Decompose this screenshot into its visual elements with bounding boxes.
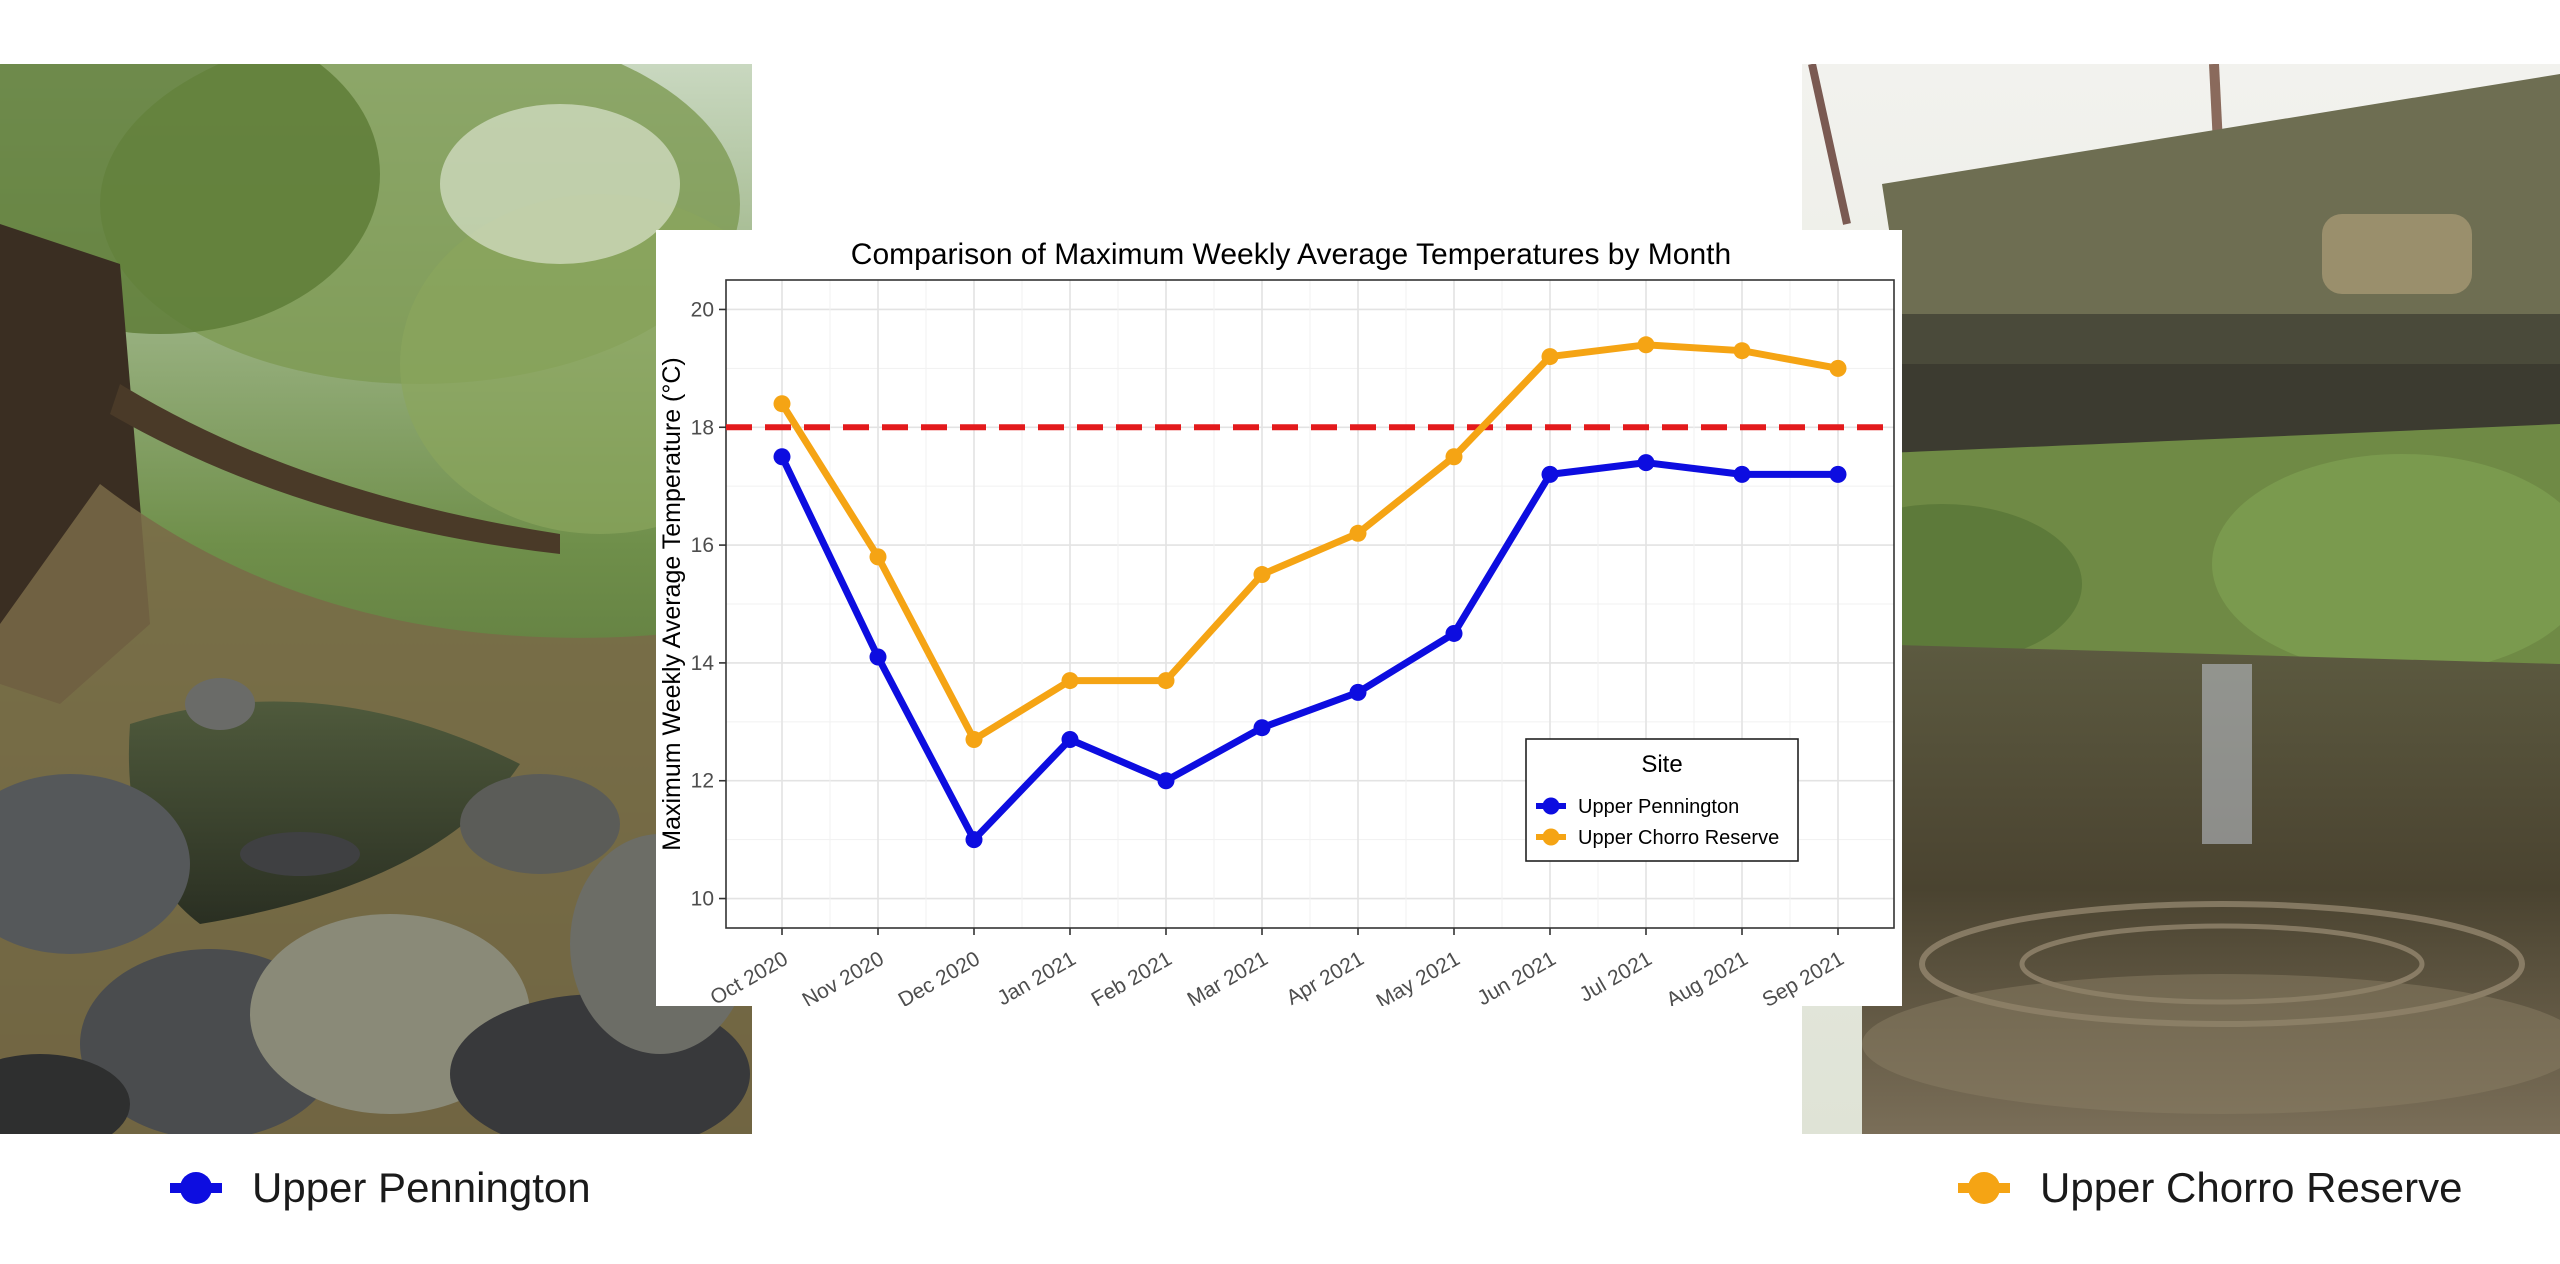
data-point-upper-pennington [869,648,887,666]
data-point-upper-chorro-reserve [1349,524,1367,542]
creek-rocks-photo [0,64,752,1134]
data-point-upper-chorro-reserve [965,730,983,748]
chart-panel: Comparison of Maximum Weekly Average Tem… [656,230,1902,1006]
legend: Site Upper Pennington Upper Chorro Reserve [1525,738,1799,862]
blue-marker-icon [170,1172,222,1204]
series-line-upper-pennington [778,453,1842,844]
series [773,336,1847,849]
data-point-upper-chorro-reserve [1733,342,1751,360]
data-point-upper-pennington [1733,465,1751,483]
y-tick-label: 14 [691,652,715,675]
legend-box [1525,738,1799,862]
data-point-upper-pennington [965,831,983,849]
data-point-upper-chorro-reserve [1541,348,1559,366]
data-point-upper-chorro-reserve [1061,672,1079,690]
y-tick-label: 18 [691,416,714,439]
data-point-upper-pennington [1061,730,1079,748]
legend-label: Upper Chorro Reserve [1578,827,1779,849]
legend-key-point [1542,797,1560,815]
y-tick-label: 16 [691,534,714,557]
caption-label: Upper Chorro Reserve [2040,1164,2463,1211]
data-point-upper-chorro-reserve [869,548,887,566]
caption-upper-chorro-reserve: Upper Chorro Reserve [1956,1158,2463,1218]
legend-title: Site [1641,751,1682,778]
legend-key-point [1542,828,1560,846]
plot-border [725,279,1895,929]
bridge-creek-photo [1802,64,2560,1134]
caption-label: Upper Pennington [252,1164,591,1211]
data-point-upper-pennington [1445,624,1463,642]
line-chart: Comparison of Maximum Weekly Average Tem… [656,230,1902,1006]
data-point-upper-chorro-reserve [1829,359,1847,377]
data-point-upper-chorro-reserve [1445,448,1463,466]
data-point-upper-pennington [1637,454,1655,472]
y-axis-label: Maximum Weekly Average Temperature (°C) [658,357,686,851]
data-point-upper-chorro-reserve [773,395,791,413]
caption-upper-pennington: Upper Pennington [168,1158,591,1218]
data-point-upper-pennington [1253,719,1271,737]
y-tick-label: 10 [691,888,714,911]
series-line-upper-chorro-reserve [778,341,1842,743]
gridlines [726,280,1894,928]
data-point-upper-chorro-reserve [1253,566,1271,584]
data-point-upper-chorro-reserve [1157,672,1175,690]
chart-title: Comparison of Maximum Weekly Average Tem… [851,238,1731,271]
y-tick-label: 20 [691,298,714,321]
y-tick-label: 12 [691,770,714,793]
data-point-upper-chorro-reserve [1637,336,1655,354]
data-point-upper-pennington [1829,465,1847,483]
data-point-upper-pennington [1349,683,1367,701]
orange-marker-icon [1958,1172,2010,1204]
legend-label: Upper Pennington [1578,796,1739,818]
data-point-upper-pennington [1541,465,1559,483]
data-point-upper-pennington [773,448,791,466]
data-point-upper-pennington [1157,772,1175,790]
